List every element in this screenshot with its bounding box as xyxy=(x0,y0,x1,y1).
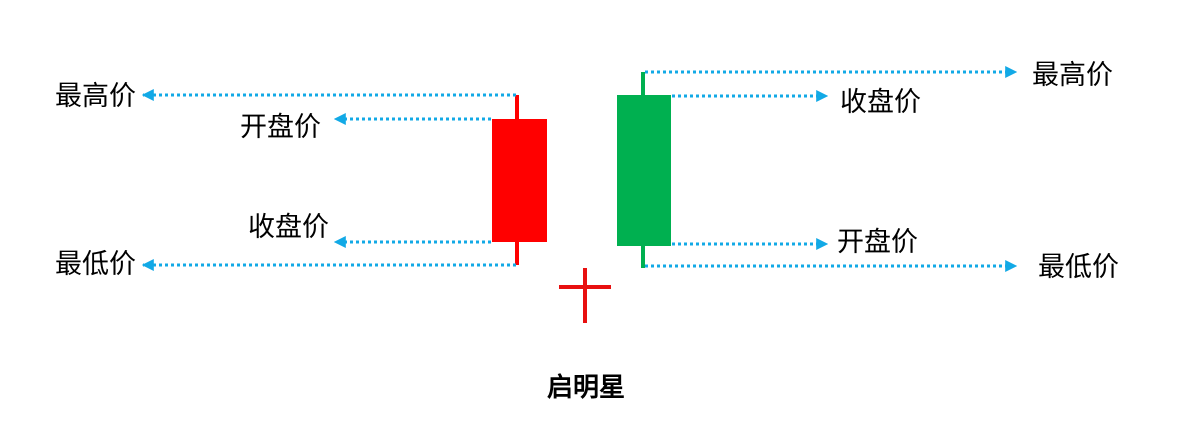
left-open-label: 开盘价 xyxy=(240,112,321,143)
left-bearish-candle xyxy=(492,95,547,265)
right-bullish-candle xyxy=(617,72,671,268)
right-leaders xyxy=(645,66,1018,272)
left-high-label: 最高价 xyxy=(55,81,136,112)
right-open-label: 开盘价 xyxy=(837,227,918,258)
doji-star xyxy=(559,268,611,323)
right-low-label: 最低价 xyxy=(1038,252,1119,283)
right-close-label: 收盘价 xyxy=(840,87,921,118)
left-leaders xyxy=(141,89,516,271)
pattern-caption: 启明星 xyxy=(547,372,625,403)
left-low-label: 最低价 xyxy=(55,249,136,280)
left-candle-body xyxy=(492,119,547,242)
right-labels: 最高价 收盘价 开盘价 最低价 xyxy=(837,60,1119,283)
right-candle-body xyxy=(617,95,671,246)
right-high-label: 最高价 xyxy=(1032,60,1113,91)
left-close-label: 收盘价 xyxy=(248,212,329,243)
left-labels: 最高价 开盘价 收盘价 最低价 xyxy=(55,81,329,280)
